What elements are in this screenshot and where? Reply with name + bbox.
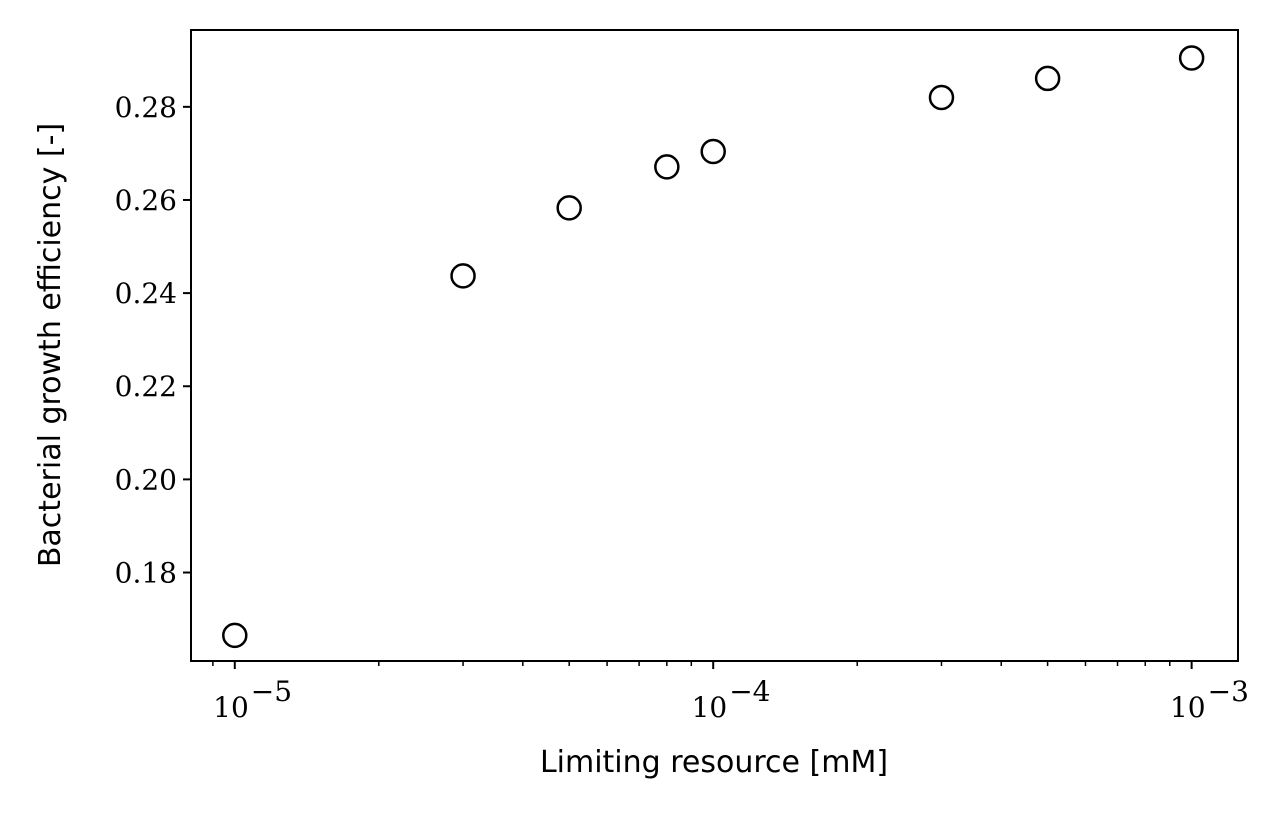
y-tick-label: 0.22 <box>115 370 177 403</box>
x-tick-label-exponent: −5 <box>251 675 292 708</box>
y-tick-label: 0.28 <box>115 91 177 124</box>
data-point <box>450 263 476 289</box>
plot-frame <box>190 29 1239 662</box>
y-tick-label: 0.20 <box>115 463 177 496</box>
x-tick-label-base: 10 <box>1170 691 1206 724</box>
y-tick-label: 0.24 <box>115 277 177 310</box>
data-point <box>654 154 680 180</box>
data-point <box>928 84 955 111</box>
y-tick-label: 0.26 <box>115 184 177 217</box>
data-point <box>1034 65 1061 92</box>
data-point <box>222 622 248 649</box>
x-axis-label: Limiting resource [mM] <box>540 745 888 780</box>
x-tick-label-base: 10 <box>692 691 728 724</box>
data-point <box>556 195 582 221</box>
x-tick-label-exponent: −4 <box>729 675 770 708</box>
y-tick-label: 0.18 <box>115 557 177 590</box>
data-point <box>700 138 726 165</box>
x-tick-label-base: 10 <box>213 691 249 724</box>
y-axis-label: Bacterial growth efficiency [-] <box>33 123 68 567</box>
data-point <box>1178 45 1205 71</box>
data-points <box>222 45 1205 649</box>
x-tick-label-exponent: −3 <box>1208 675 1249 708</box>
